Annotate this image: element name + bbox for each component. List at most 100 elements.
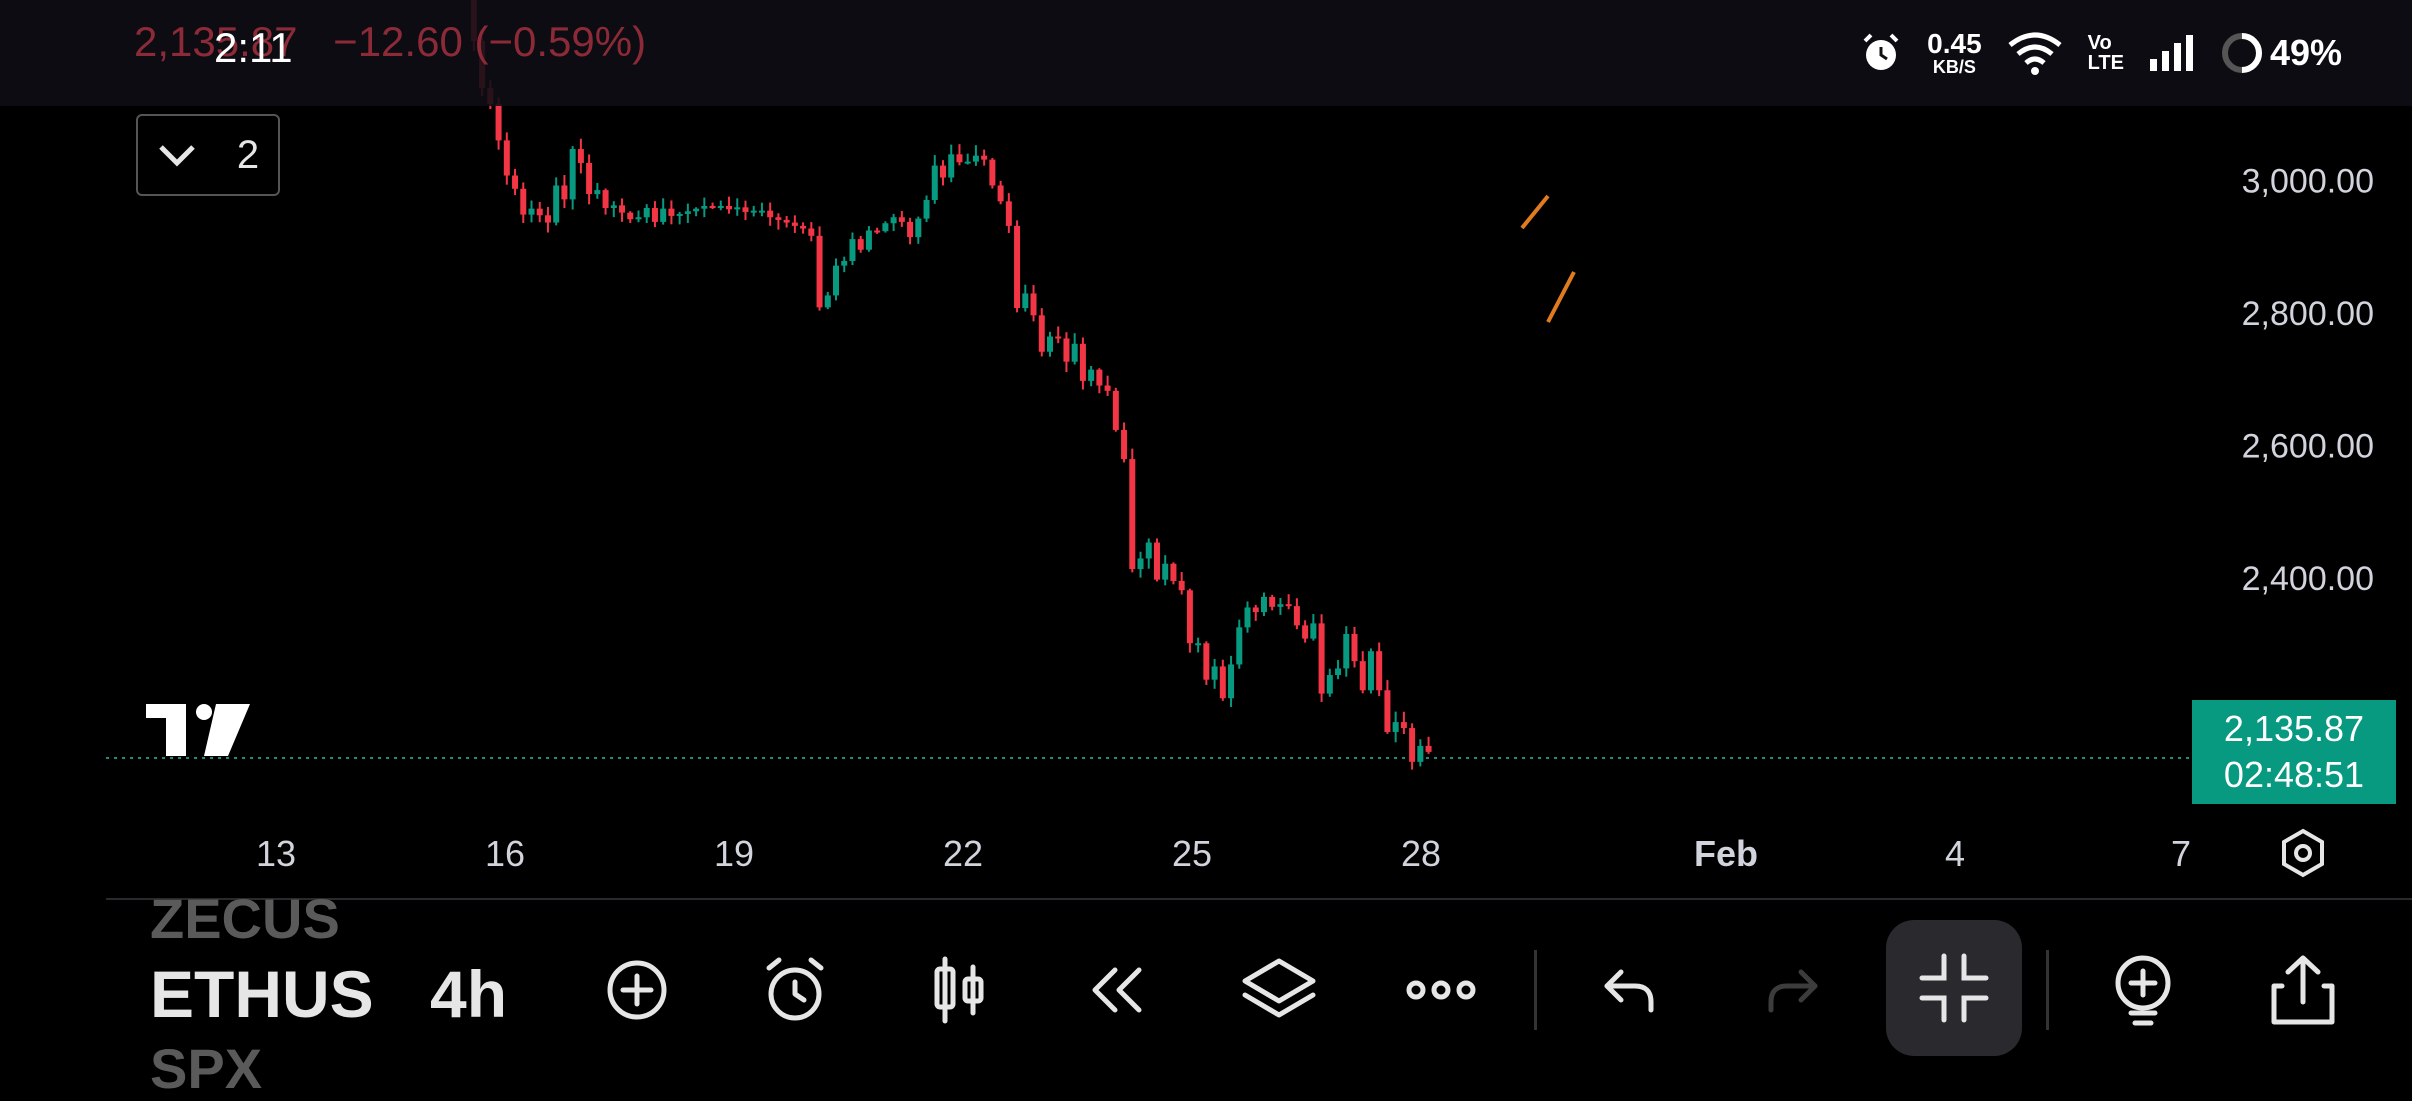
candle bbox=[1228, 664, 1235, 699]
candle bbox=[857, 239, 864, 250]
candle bbox=[668, 208, 675, 216]
collapse-indicators-button[interactable]: 2 bbox=[136, 114, 280, 196]
candle bbox=[1104, 385, 1111, 391]
candle bbox=[1400, 722, 1407, 729]
candle bbox=[1252, 607, 1259, 613]
candle bbox=[890, 217, 897, 224]
chart-settings-icon[interactable] bbox=[2278, 828, 2328, 878]
y-axis-label: 2,600.00 bbox=[2242, 428, 2374, 466]
candle bbox=[1285, 604, 1292, 607]
candle bbox=[841, 260, 848, 266]
candle bbox=[693, 208, 700, 212]
layers-icon bbox=[1242, 958, 1316, 1018]
candle bbox=[1302, 625, 1309, 639]
candle bbox=[940, 165, 946, 178]
alert-button[interactable] bbox=[750, 950, 840, 1030]
candle bbox=[923, 200, 930, 219]
candle bbox=[512, 175, 519, 189]
candle bbox=[660, 208, 667, 222]
exit-fullscreen-button[interactable] bbox=[1886, 920, 2022, 1056]
candle bbox=[1112, 390, 1119, 430]
toolbar-separator bbox=[2046, 950, 2049, 1030]
candle bbox=[536, 208, 543, 216]
more-button[interactable] bbox=[1396, 950, 1486, 1030]
volte-indicator: Vo LTE bbox=[2088, 33, 2124, 73]
candle bbox=[1088, 369, 1095, 381]
candle bbox=[1417, 745, 1424, 762]
candle bbox=[627, 212, 634, 220]
status-icons: 0.45 KB/S Vo LTE 49% bbox=[1859, 22, 2342, 84]
trend-line-drawing[interactable] bbox=[1520, 194, 1550, 230]
current-price-tag: 2,135.87 02:48:51 bbox=[2192, 700, 2396, 804]
chart-type-button[interactable] bbox=[914, 950, 1004, 1030]
toolbar-separator bbox=[1534, 950, 1537, 1030]
candle bbox=[520, 188, 527, 215]
candle bbox=[1195, 643, 1202, 646]
quote-price: 2,135.87 bbox=[134, 18, 298, 65]
candle bbox=[1359, 661, 1366, 691]
candle bbox=[586, 162, 593, 195]
candle bbox=[824, 295, 831, 308]
battery-indicator: 49% bbox=[2220, 31, 2342, 75]
add-indicator-button[interactable] bbox=[592, 950, 682, 1030]
symbol-next[interactable]: SPX bbox=[150, 1037, 263, 1100]
candle bbox=[1351, 633, 1358, 662]
replay-button[interactable] bbox=[1072, 950, 1162, 1030]
symbol-prev[interactable]: ZECUS bbox=[150, 887, 340, 950]
candle bbox=[1244, 607, 1251, 628]
undo-icon bbox=[1604, 969, 1654, 1013]
candle bbox=[874, 230, 881, 233]
replay-icon bbox=[1092, 967, 1142, 1013]
candle bbox=[1376, 651, 1383, 691]
share-button[interactable] bbox=[2258, 950, 2348, 1030]
network-speed: 0.45 KB/S bbox=[1927, 30, 1982, 77]
current-price: 2,135.87 bbox=[2223, 708, 2365, 749]
candle bbox=[742, 207, 749, 212]
x-axis-label: 22 bbox=[943, 833, 983, 874]
candle bbox=[775, 217, 782, 220]
undo-button[interactable] bbox=[1584, 950, 1674, 1030]
add-watchlist-button[interactable] bbox=[2098, 950, 2188, 1030]
x-axis-label: 13 bbox=[256, 833, 296, 874]
volte-top: Vo bbox=[2087, 32, 2112, 54]
candle bbox=[964, 161, 971, 164]
layers-button[interactable] bbox=[1234, 950, 1324, 1030]
x-axis-label: 7 bbox=[2171, 833, 2191, 874]
trend-line-drawing[interactable] bbox=[1546, 271, 1576, 323]
candle bbox=[750, 210, 757, 213]
candle bbox=[1079, 343, 1086, 381]
candle bbox=[816, 235, 823, 308]
candle bbox=[1326, 675, 1333, 694]
candle bbox=[495, 103, 502, 141]
candle bbox=[1030, 293, 1037, 316]
candle bbox=[610, 205, 617, 208]
candle bbox=[1063, 338, 1070, 362]
candle bbox=[1005, 201, 1012, 226]
candle bbox=[989, 159, 996, 186]
candle bbox=[972, 155, 979, 162]
symbol-selector[interactable]: ETHUS bbox=[150, 957, 374, 1031]
candle bbox=[1186, 590, 1193, 644]
candle bbox=[1121, 429, 1128, 460]
candle bbox=[767, 210, 774, 218]
candle bbox=[1137, 558, 1144, 570]
candle bbox=[717, 206, 724, 208]
interval-selector[interactable]: 4h bbox=[430, 957, 508, 1031]
candle bbox=[1425, 745, 1432, 752]
candle bbox=[1096, 369, 1103, 386]
candle bbox=[882, 223, 889, 232]
y-axis-label: 2,400.00 bbox=[2242, 560, 2374, 598]
quote-header: 2,135.87 −12.60 (−0.59%) bbox=[134, 18, 646, 66]
candle bbox=[726, 206, 733, 210]
candle bbox=[865, 230, 872, 250]
x-axis-label: 4 bbox=[1945, 833, 1965, 874]
candles-icon bbox=[934, 956, 984, 1024]
candle bbox=[1014, 225, 1021, 309]
candle bbox=[915, 218, 922, 238]
candle bbox=[676, 213, 683, 216]
candle bbox=[1203, 643, 1210, 680]
volte-bottom: LTE bbox=[2087, 52, 2124, 74]
candle bbox=[1071, 343, 1078, 362]
redo-button[interactable] bbox=[1748, 950, 1838, 1030]
